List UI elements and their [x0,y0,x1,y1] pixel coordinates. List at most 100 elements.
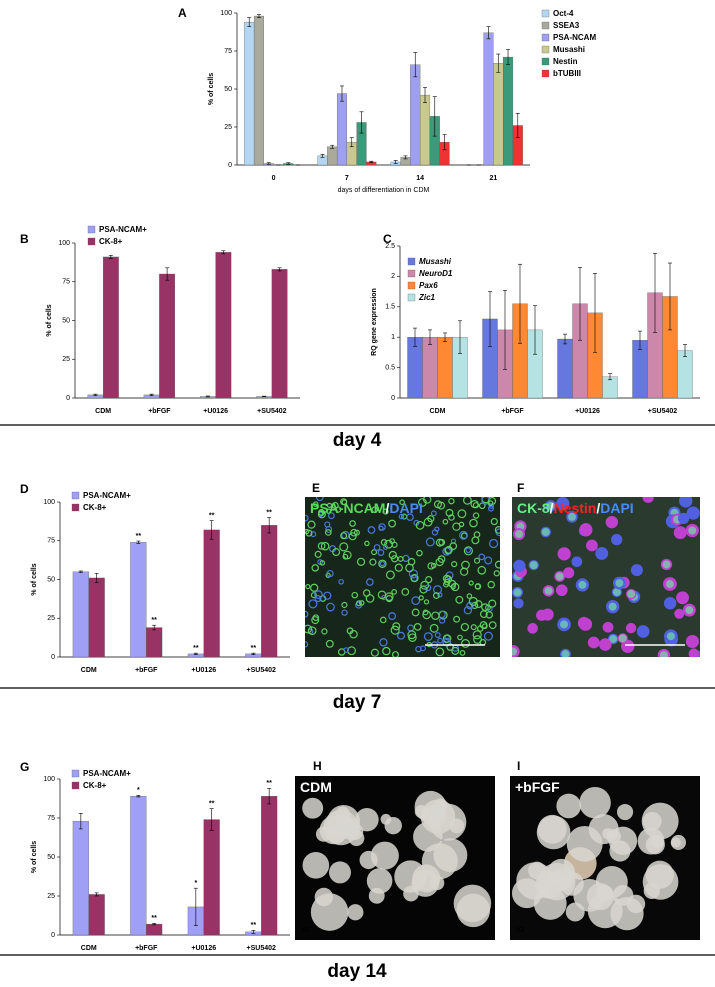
error-bar [593,273,597,353]
cell [459,530,468,540]
cell [398,513,405,520]
cell [430,510,437,517]
cell [488,503,494,509]
error-bar [506,49,511,65]
legend-label: Musashi [553,45,585,54]
cell [310,583,319,592]
cell [493,570,500,577]
cell [358,600,365,606]
error-bar [653,252,657,333]
significance: ** [209,512,215,519]
cell [366,578,374,586]
image-label-part: / [550,500,554,516]
legend-swatch [407,293,416,302]
error-bar [205,395,210,398]
aggregate [566,825,603,862]
x-tick-label: +bFGF [501,408,524,415]
bar [88,577,105,658]
error-bar [359,111,364,134]
legend-label: Oct-4 [553,9,574,18]
aggregate [642,811,662,831]
legend-label: PSA-NCAM [553,33,596,42]
legend-swatch [407,257,416,266]
legend-swatch [407,281,416,290]
cell [427,562,435,570]
cell [377,590,387,600]
legend-label: PSA-NCAM+ [83,769,131,778]
aggregate [412,864,441,893]
cell-ck8 [662,560,671,569]
error-bar [563,333,567,345]
bar [72,571,89,658]
image-label: CK-8/Nestin/DAPI [517,500,634,516]
y-tick-label: 100 [43,776,55,783]
cell [369,558,377,566]
cell [453,615,461,623]
bar [271,269,288,399]
cell [388,550,397,560]
cell-ck8 [546,501,555,510]
cell [380,539,388,546]
cell-ck8 [560,620,569,629]
bar [146,627,163,658]
cell [494,525,500,534]
error-bar [683,344,687,357]
x-axis-label: days of differentiation in CDM [338,187,430,194]
bar [146,923,163,936]
cell [676,591,689,605]
legend-label: Nestin [553,57,578,66]
cell [688,648,700,657]
panel-letter: G [20,760,29,774]
cell [305,529,313,537]
error-bar [515,113,520,138]
y-tick-label: 1 [391,334,395,341]
cell-ck8 [541,528,550,537]
cell [388,519,397,528]
y-tick-label: 50 [47,854,55,861]
error-bar [247,17,252,27]
aggregate [606,829,621,844]
cell [348,532,357,541]
cell [477,565,487,575]
error-bar [349,137,354,148]
y-axis-label: RQ gene expression [371,288,378,356]
y-axis-label: % of cells [31,563,38,595]
aggregate [433,838,468,873]
aggregate [347,904,364,921]
cell [586,539,598,552]
legend-swatch [71,769,80,778]
legend-label: CK-8+ [83,503,107,512]
cell [527,623,538,634]
cell [422,497,432,504]
cell [466,593,473,599]
cell [478,553,486,561]
error-bar [638,330,642,350]
x-tick-label: +SU5402 [247,667,276,674]
cell [459,649,466,656]
aggregate [535,870,564,899]
cell [325,639,334,648]
bar [130,796,147,936]
cell [305,641,309,648]
cell [422,609,429,616]
cell [397,556,404,562]
cell [465,547,472,554]
cell [370,648,379,657]
cell [451,646,460,655]
error-bar [136,795,141,798]
error-bar [423,87,428,103]
cell [438,538,446,546]
error-bar [496,53,501,73]
cell [442,574,451,583]
image-label-part: PSA-NCAM [310,500,385,516]
error-bar [267,517,272,534]
error-bar [503,290,507,370]
cell [423,599,430,605]
cell [455,595,464,604]
cell-ck8 [666,632,675,641]
cell [685,634,699,649]
cell [472,502,480,509]
cell [485,611,493,619]
y-tick-label: 0 [391,395,395,402]
cell [355,600,362,607]
